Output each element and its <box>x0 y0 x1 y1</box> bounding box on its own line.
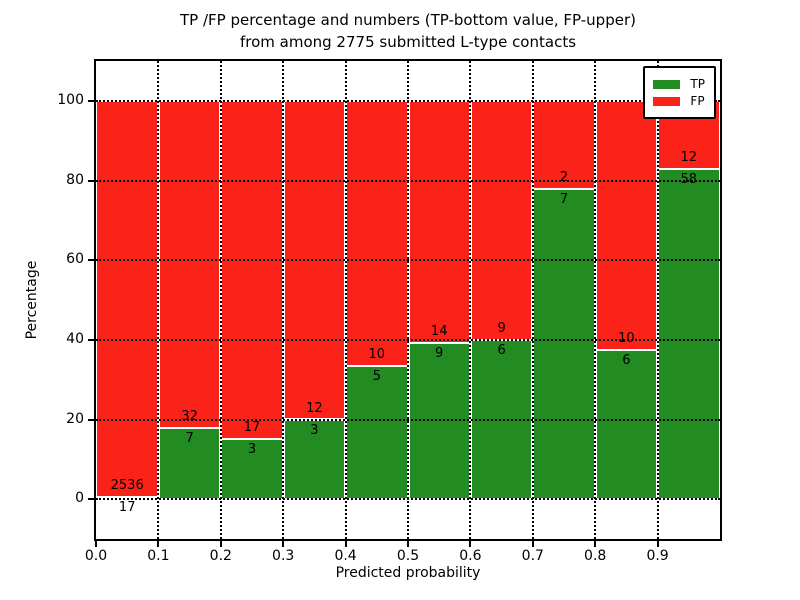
y-axis-label: Percentage <box>24 260 40 340</box>
y-tick-label: 100 <box>57 91 84 108</box>
tp-count-label: 58 <box>680 172 698 188</box>
gridline-v <box>157 61 160 539</box>
fp-count-label: 14 <box>430 324 448 340</box>
x-tick-label: 0.3 <box>272 548 295 564</box>
gridline-v <box>531 61 534 539</box>
y-tick-mark <box>88 338 94 341</box>
y-tick-label: 40 <box>66 330 84 347</box>
x-tick-mark <box>531 541 534 547</box>
chart-title-line2: from among 2775 submitted L-type contact… <box>239 33 577 51</box>
x-tick-mark <box>594 541 597 547</box>
tp-count-label: 3 <box>310 422 319 438</box>
x-tick-label: 0.9 <box>646 548 669 564</box>
gridline-v <box>282 61 285 539</box>
bar-segment-fp <box>220 100 284 440</box>
x-tick-mark <box>407 541 409 547</box>
bar-segment-fp <box>96 100 159 497</box>
legend-swatch-tp <box>653 79 681 89</box>
gridline-h <box>96 338 720 341</box>
tp-count-label: 9 <box>435 346 444 362</box>
tp-count-label: 17 <box>118 499 136 515</box>
bar-segment-tp <box>532 189 596 500</box>
y-tick-mark <box>88 179 94 182</box>
fp-count-label: 32 <box>181 408 198 424</box>
x-tick-label: 0.7 <box>521 548 544 564</box>
plot-area: TP FP 2536 17 32 7 17 3 12 3 10 5 14 9 9 6 2 7 10 6 12 58 <box>94 59 722 541</box>
gridline-h <box>96 498 720 501</box>
gridline-v <box>469 61 472 539</box>
x-tick-label: 0.5 <box>396 548 420 564</box>
x-tick-mark <box>282 541 285 547</box>
bar-segment-tp <box>657 169 720 500</box>
x-tick-mark <box>656 541 659 547</box>
y-tick-mark <box>88 99 94 102</box>
x-tick-label: 0.2 <box>209 548 232 564</box>
chart-title-line1: TP /FP percentage and numbers (TP-bottom… <box>180 11 636 29</box>
legend-label-fp: FP <box>690 94 705 108</box>
fp-count-label: 10 <box>368 347 386 363</box>
x-axis-label: Predicted probability <box>335 565 481 581</box>
x-tick-label: 0.8 <box>584 548 607 564</box>
tp-count-label: 3 <box>247 442 257 458</box>
x-tick-label: 0.0 <box>84 548 108 564</box>
tp-count-label: 7 <box>185 430 194 446</box>
gridline-v <box>219 61 222 539</box>
legend-row-fp: FP <box>653 94 705 108</box>
bar-segment-fp <box>158 100 221 428</box>
bar-segment-tp <box>158 427 221 500</box>
x-tick-mark <box>157 541 160 547</box>
bar-segment-fp <box>345 100 408 367</box>
tp-count-label: 7 <box>559 192 569 208</box>
x-tick-label: 0.6 <box>459 548 482 564</box>
y-tick-label: 20 <box>66 410 84 427</box>
x-tick-mark <box>469 541 472 547</box>
gridline-v <box>407 61 409 539</box>
y-tick-mark <box>88 498 94 501</box>
tp-count-label: 6 <box>497 342 506 358</box>
y-tick-label: 60 <box>66 251 84 268</box>
bar-segment-fp <box>408 100 471 344</box>
legend-swatch-fp <box>653 96 681 106</box>
y-tick-mark <box>88 418 94 421</box>
gridline-h <box>96 99 720 102</box>
fp-count-label: 2 <box>559 170 569 186</box>
bar-segment-tp <box>408 343 471 500</box>
fp-count-label: 2536 <box>110 477 144 493</box>
tp-count-label: 6 <box>622 352 631 368</box>
x-tick-label: 0.4 <box>334 548 357 564</box>
fp-count-label: 10 <box>618 330 635 346</box>
y-tick-label: 80 <box>66 171 84 188</box>
legend: TP FP <box>643 66 716 119</box>
fp-count-label: 12 <box>306 400 323 416</box>
gridline-v <box>656 61 659 539</box>
tp-count-label: 5 <box>372 369 381 385</box>
bar-segment-fp <box>470 100 533 340</box>
gridline-h <box>96 259 720 262</box>
fp-count-label: 17 <box>243 420 261 436</box>
bar-segment-tp <box>595 349 658 500</box>
y-tick-label: 0 <box>75 490 84 507</box>
x-tick-mark <box>344 541 347 547</box>
gridline-h <box>96 418 720 421</box>
fp-count-label: 12 <box>680 150 698 166</box>
x-tick-mark <box>95 541 97 547</box>
bar-segment-tp <box>345 366 408 500</box>
gridline-v <box>594 61 597 539</box>
chart-title: TP /FP percentage and numbers (TP-bottom… <box>96 9 720 53</box>
x-tick-mark <box>219 541 222 547</box>
gridline-v <box>344 61 347 539</box>
legend-row-tp: TP <box>653 77 705 91</box>
legend-label-tp: TP <box>690 77 705 91</box>
x-tick-label: 0.1 <box>147 548 170 564</box>
bar-segment-fp <box>595 100 658 350</box>
y-tick-mark <box>88 259 94 262</box>
gridline-h <box>96 179 720 182</box>
fp-count-label: 9 <box>497 320 506 336</box>
